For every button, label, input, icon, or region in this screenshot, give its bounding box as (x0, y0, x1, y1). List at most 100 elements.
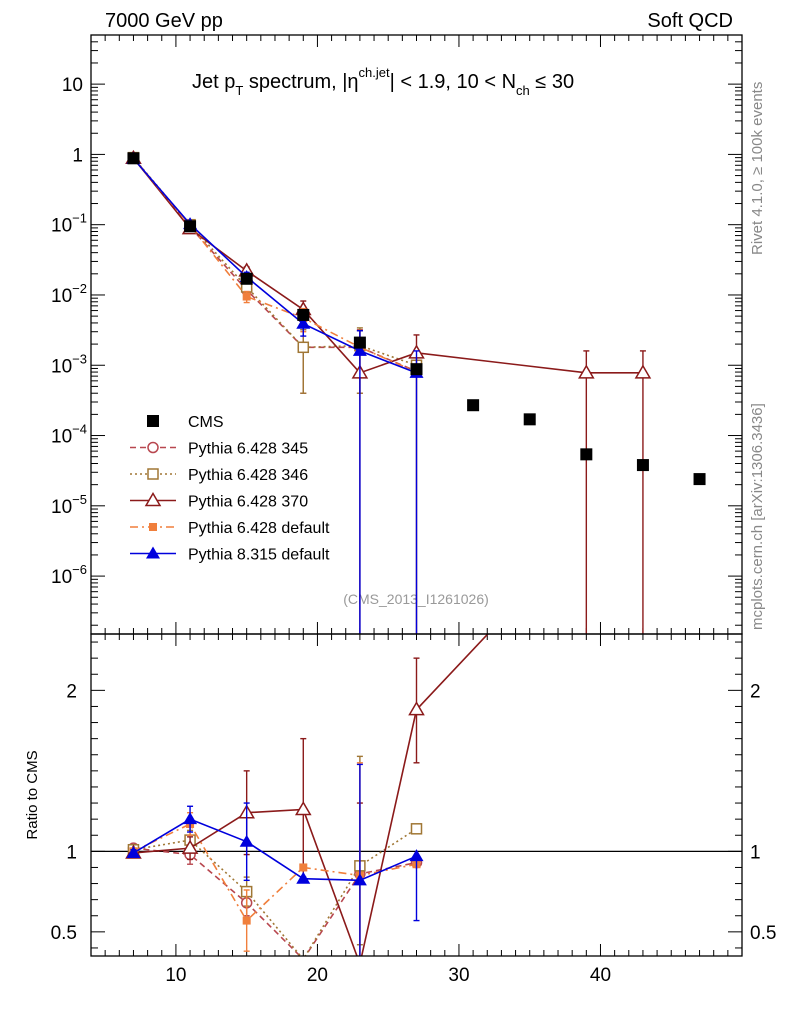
ratio-panel-frame (90, 633, 743, 957)
title-part-1: Jet p (192, 71, 235, 93)
ratio-point-pythia-8-315-default (239, 834, 254, 847)
data-point-pythia-8-315-default (352, 343, 367, 356)
ratio-point-pythia-8-315-default (409, 849, 424, 862)
legend-marker (147, 468, 159, 480)
data-point-cms (127, 152, 140, 165)
ratio-point-pythia-6-428-370 (181, 839, 199, 854)
title-sup-chjet: ch.jet (359, 65, 390, 80)
ratio-line-pythia-8-315-default (133, 818, 417, 882)
legend-marker (144, 492, 162, 507)
x-tick-label: 30 (448, 965, 469, 986)
legend-entry-pythia-6-428-default: Pythia 6.428 default (130, 520, 330, 537)
ratio-series-pythia-8-315-default (126, 763, 424, 956)
ratio-y-tick-label: 1 (66, 842, 77, 863)
series-pythia-8-315-default (126, 151, 424, 634)
legend-entry-pythia-8-315-default: Pythia 8.315 default (130, 546, 330, 564)
data-point-cms (410, 363, 423, 376)
title-sub-ch: ch (516, 83, 530, 98)
legend-label: CMS (188, 414, 224, 431)
series-pythia-6-428-370 (125, 149, 652, 634)
data-point-cms (297, 308, 310, 321)
data-point-cms (467, 399, 480, 412)
title-part-4: ≤ 30 (530, 71, 574, 93)
legend-marker (146, 546, 160, 559)
rivet-label: Rivet 4.1.0, ≥ 100k events (749, 82, 766, 255)
ratio-y-tick-label-right: 0.5 (750, 923, 776, 944)
main-panel-data (125, 149, 706, 634)
data-point-pythia-6-428-370 (578, 364, 595, 379)
x-tick-label: 20 (307, 965, 328, 986)
y-tick-label: 10 (62, 75, 83, 96)
data-point-pythia-6-428-default (242, 292, 251, 301)
data-point-cms (580, 448, 593, 461)
title-part-2: spectrum, |η (243, 71, 358, 93)
data-point-cms (523, 413, 536, 426)
ratio-line-pythia-6-428-345 (133, 847, 417, 956)
series-cms (127, 152, 706, 486)
series-pythia-6-428-default (129, 154, 421, 377)
ratio-line-pythia-6-428-346 (133, 828, 417, 956)
y-tick-label: 10−3 (51, 351, 87, 377)
plot-title: Jet pT spectrum, |ηch.jet| < 1.9, 10 < N… (192, 65, 574, 98)
legend-entry-pythia-6-428-370: Pythia 6.428 370 (130, 492, 308, 511)
ratio-panel-data (91, 634, 742, 956)
ratio-point-pythia-6-428-370 (408, 701, 425, 716)
ratio-point-pythia-6-428-default (242, 916, 251, 925)
ratio-point-pythia-6-428-default (299, 863, 308, 872)
title-sub-t: T (235, 83, 243, 98)
y-tick-label: 10−4 (51, 422, 87, 448)
data-point-cms (184, 220, 197, 233)
ratio-y-tick-label-right: 1 (750, 842, 761, 863)
series-line-pythia-6-428-370 (132, 157, 643, 374)
legend-label: Pythia 6.428 346 (188, 467, 308, 484)
header-right: Soft QCD (647, 10, 733, 32)
legend-label: Pythia 6.428 370 (188, 494, 308, 511)
legend-label: Pythia 8.315 default (188, 547, 330, 564)
ratio-y-tick-label: 2 (66, 681, 77, 702)
ratio-line-pythia-6-428-default (133, 822, 417, 922)
legend-marker (147, 415, 159, 427)
y-tick-label: 1 (72, 145, 83, 166)
series-line-pythia-6-428-345 (132, 157, 417, 373)
legend-label: Pythia 6.428 default (188, 520, 330, 537)
series-line-pythia-6-428-346 (132, 157, 417, 367)
ratio-point-pythia-6-428-370 (294, 801, 312, 816)
legend-marker (147, 441, 159, 454)
header-left: 7000 GeV pp (105, 10, 223, 32)
data-point-pythia-8-315-default (296, 316, 311, 329)
legend: CMS Pythia 6.428 345 Pythia 6.428 346 Pythi… (130, 414, 330, 564)
data-point-cms (693, 473, 706, 486)
y-tick-label: 10−2 (51, 281, 87, 307)
ratio-point-pythia-6-428-346 (410, 823, 423, 835)
legend-entry-pythia-6-428-346: Pythia 6.428 346 (130, 467, 308, 484)
ratio-line-pythia-6-428-370 (133, 634, 489, 956)
y-tick-label: 10−5 (51, 492, 87, 518)
ratio-y-tick-label: 0.5 (51, 923, 77, 944)
ratio-point-pythia-8-315-default (126, 845, 141, 858)
data-point-cms (353, 336, 366, 349)
series-line-pythia-8-315-default (132, 158, 417, 374)
ratio-series-pythia-6-428-346 (127, 755, 423, 956)
panel-frames (90, 34, 743, 957)
legend-entry-cms: CMS (147, 414, 224, 431)
y-tick-label: 10−1 (51, 211, 87, 237)
y-tick-label: 10−6 (51, 562, 87, 588)
legend-marker (149, 523, 157, 531)
title-part-3: | < 1.9, 10 < N (390, 71, 516, 93)
x-tick-label: 40 (590, 965, 611, 986)
mcplots-label: mcplots.cern.ch [arXiv:1306.3436] (749, 403, 766, 630)
ratio-point-pythia-8-315-default (183, 812, 198, 825)
axes-ticks: 10 20 30 40 10 1 10−1 10−2 10−3 10−4 10−5 10−6 0.5 0.… (51, 34, 776, 986)
ratio-point-pythia-8-315-default (296, 871, 311, 884)
legend-label: Pythia 6.428 345 (188, 441, 308, 458)
data-point-cms (636, 459, 649, 472)
data-point-pythia-6-428-346 (297, 341, 310, 354)
data-point-cms (240, 272, 253, 285)
ratio-y-tick-label-right: 2 (750, 681, 761, 702)
x-tick-label: 10 (165, 965, 186, 986)
ratio-point-pythia-8-315-default (352, 873, 367, 886)
data-point-pythia-6-428-370 (634, 364, 652, 379)
legend-entry-pythia-6-428-345: Pythia 6.428 345 (130, 441, 308, 458)
series-line-pythia-6-428-default (132, 157, 417, 373)
